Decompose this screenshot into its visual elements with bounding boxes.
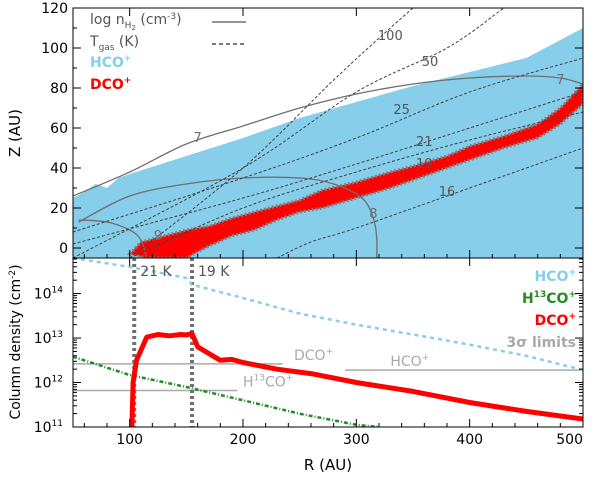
x-tick-label-500: 500	[556, 432, 583, 448]
hco-region	[73, 28, 583, 258]
top-ytick-label-80: 80	[50, 81, 68, 97]
limit-labels: DCO+ H13CO+ HCO+	[243, 347, 429, 391]
temperature-contour-100	[129, 8, 414, 258]
contours	[73, 8, 583, 258]
temperature-contour-label-50: 50	[422, 55, 439, 70]
x-tick-label-200: 200	[230, 432, 257, 448]
temperature-contour-label-100: 100	[378, 29, 403, 44]
limit-label-h13co: H13CO+	[243, 374, 293, 391]
temperature-contour-label-25: 25	[393, 103, 410, 118]
bot-ytick-label-11: 1011	[34, 419, 63, 436]
bot-ytick-label-13: 1013	[34, 330, 63, 347]
density-contour-9	[78, 219, 148, 258]
x-tick-labels: 100 200 300 400 500	[116, 432, 583, 448]
temperature-contour-21	[73, 91, 583, 245]
density-contour-label-7: 7	[194, 131, 202, 146]
legend-hco: HCO+	[535, 268, 576, 285]
top-y-tick-labels: 0 20 40 60 80 100 120	[41, 1, 68, 257]
series-line-dco	[129, 331, 583, 427]
bottom-y-tick-labels: 1011 1012 1013 1014	[34, 286, 64, 436]
bottom-y-axis-label: Column density (cm-2)	[8, 264, 24, 419]
temperature-contour-16	[276, 147, 583, 258]
density-contour-label-9: 9	[154, 229, 162, 244]
temperature-contour-19	[129, 111, 583, 258]
dco-region	[126, 81, 583, 258]
temperature-marker-labels: 21 K 19 K	[140, 264, 230, 280]
x-tick-label-300: 300	[343, 432, 370, 448]
bottom-panel-frame	[72, 257, 584, 428]
temperature-contour-25	[73, 57, 583, 233]
bot-ytick-label-12: 1012	[34, 375, 63, 392]
marker-label-21k: 21 K	[140, 264, 172, 280]
top-ytick-label-120: 120	[41, 1, 68, 17]
temperature-contour-label-21: 21	[416, 135, 433, 150]
marker-label-19k: 19 K	[198, 264, 230, 280]
legend-h13co: H13CO+	[522, 290, 576, 307]
legend-dco-label: DCO+	[90, 76, 131, 93]
legend-temperature-label: Tgas (K)	[89, 34, 139, 53]
legend-density-label: log nH2 (cm-3)	[90, 12, 182, 32]
density-contour-label-7-b: 7	[556, 73, 564, 88]
limit-label-dco: DCO+	[294, 347, 333, 364]
density-contour-8	[78, 176, 378, 258]
top-ytick-label-20: 20	[50, 201, 68, 217]
legend-hco-label: HCO+	[90, 54, 131, 71]
x-tick-label-400: 400	[456, 432, 483, 448]
bot-ytick-label-14: 1014	[34, 286, 64, 303]
top-y-axis-label: Z (AU)	[6, 109, 24, 157]
x-tick-label-100: 100	[116, 432, 143, 448]
limit-label-hco: HCO+	[390, 353, 429, 370]
density-contour-label-8: 8	[369, 207, 377, 222]
legend-limits: 3σ limits	[506, 335, 576, 351]
density-contour-7	[73, 75, 583, 197]
x-axis-label: R (AU)	[304, 456, 352, 474]
top-ytick-label-60: 60	[50, 121, 68, 137]
temperature-contour-label-19: 19	[416, 157, 433, 172]
contour-labels: 7 7 8 9 100 50 25 21 19 16	[154, 29, 565, 244]
legend-dco: DCO+	[535, 312, 576, 329]
top-axis-ticks	[73, 7, 584, 258]
series-line-hco	[73, 258, 583, 372]
bottom-legend: HCO+ H13CO+ DCO+ 3σ limits	[506, 268, 576, 351]
series-line-h13co	[73, 355, 380, 427]
temperature-contour-label-16: 16	[439, 185, 456, 200]
emission-regions	[73, 28, 583, 258]
top-ytick-label-100: 100	[41, 41, 68, 57]
top-panel: 7 7 8 9 100 50 25 21 19 16 0 20 40 60 80 100 120 Z (AU)…	[6, 1, 584, 258]
top-ytick-label-40: 40	[50, 161, 68, 177]
top-ytick-label-0: 0	[59, 241, 68, 257]
bottom-panel: DCO+ H13CO+ HCO+ 21 K 19 K 1011101210131…	[8, 254, 584, 474]
top-legend: log nH2 (cm-3) Tgas (K) HCO+ DCO+	[89, 12, 246, 93]
